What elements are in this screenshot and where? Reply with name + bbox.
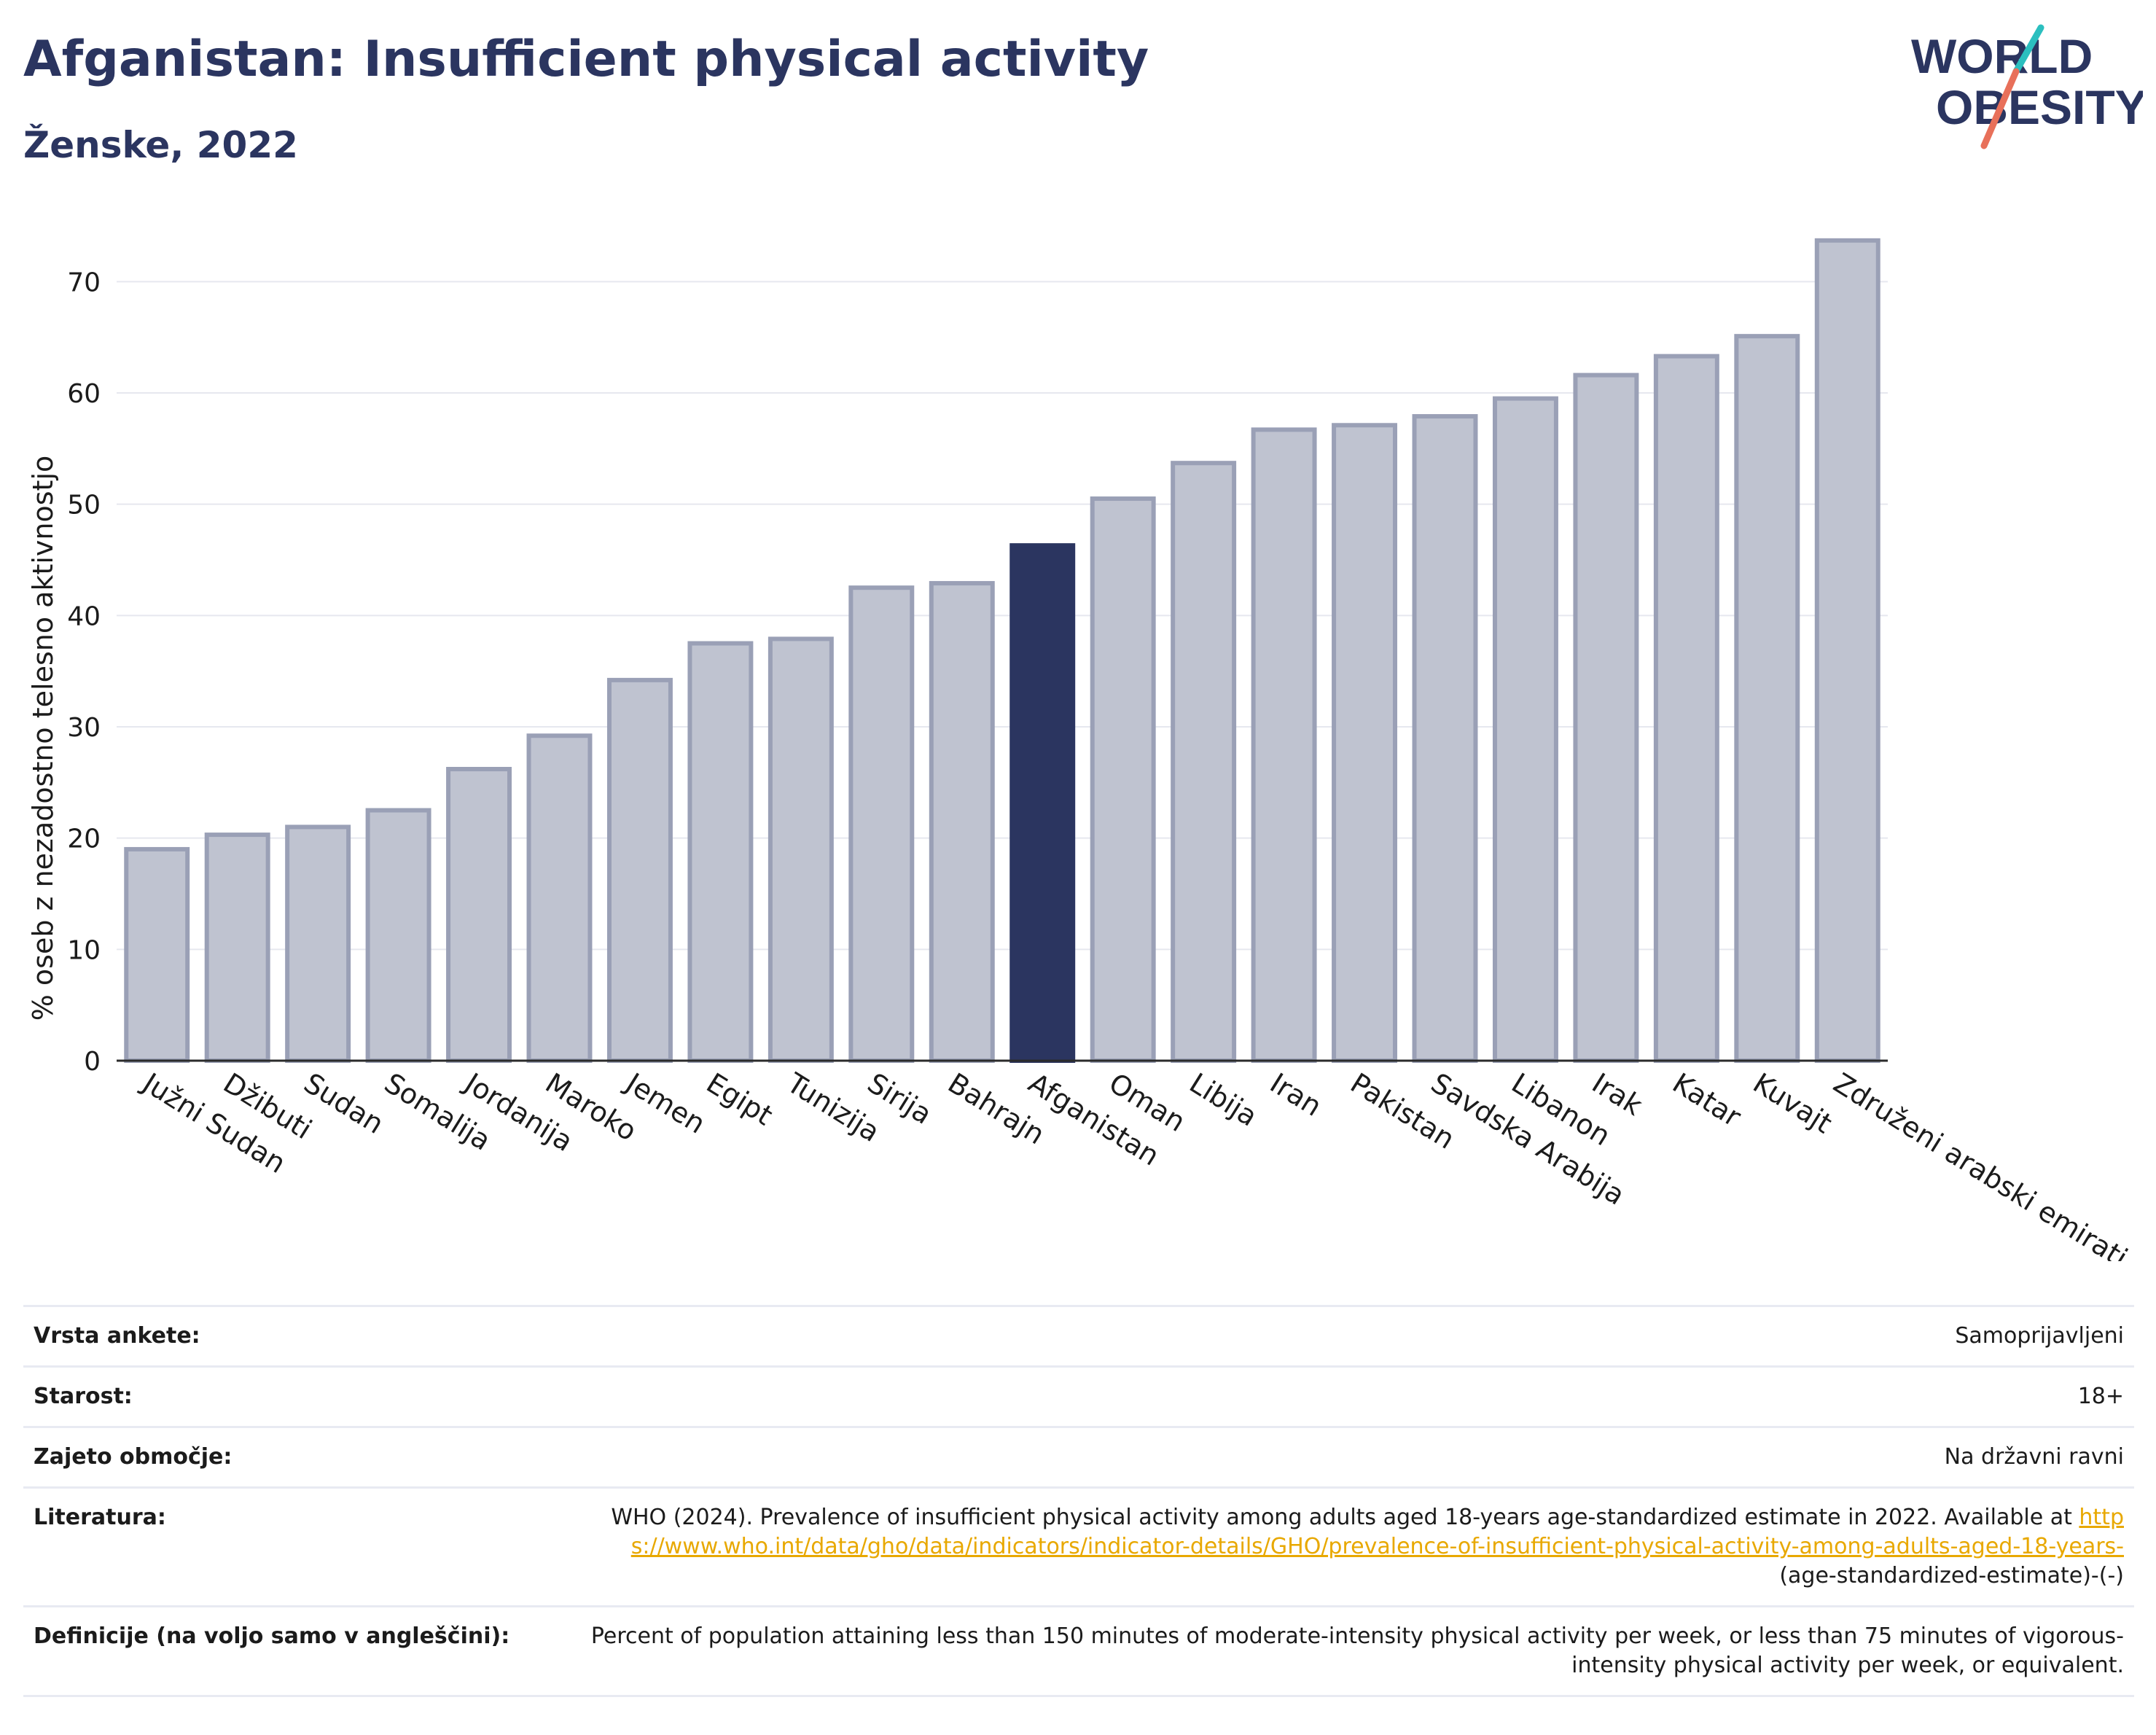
info-row-survey: Vrsta ankete: Samoprijavljeni (23, 1305, 2134, 1365)
y-tick-label: 0 (84, 1047, 101, 1077)
literature-suffix: (age-standardized-estimate)-(-) (1779, 1563, 2124, 1588)
area-label: Zajeto območje: (34, 1444, 233, 1470)
bars-layer (124, 238, 1880, 1064)
x-tick-label: Egipt (701, 1067, 778, 1131)
bar (204, 833, 270, 1063)
literature-label: Literatura: (34, 1505, 166, 1530)
logo-slash-teal (2012, 24, 2044, 75)
logo-line-1: WORLD (1911, 29, 2093, 83)
y-tick-labels: 0 10 20 30 40 50 60 70 (67, 268, 101, 1077)
bar (446, 767, 512, 1063)
definitions-value: Percent of population attaining less tha… (590, 1623, 2124, 1678)
bar (606, 677, 673, 1063)
bar (768, 636, 834, 1063)
bar (1492, 396, 1558, 1063)
logo-slash-coral (1980, 68, 2020, 149)
literature-text: WHO (2024). Prevalence of insufficient p… (611, 1505, 2072, 1530)
bar (1171, 461, 1237, 1063)
info-row-area: Zajeto območje: Na državni ravni (23, 1426, 2134, 1486)
bar (687, 641, 754, 1063)
bar (1573, 373, 1639, 1064)
page-title: Afganistan: Insufficient physical activi… (23, 31, 1149, 88)
info-table: Vrsta ankete: Samoprijavljeni Starost: 1… (23, 1305, 2134, 1697)
bar (848, 585, 915, 1063)
x-tick-label: Tunizija (781, 1067, 885, 1148)
y-tick-label: 50 (67, 491, 101, 520)
x-tick-labels: Južni SudanDžibutiSudanSomalijaJordanija… (136, 1066, 2133, 1261)
y-tick-label: 30 (67, 713, 101, 743)
bar (526, 733, 593, 1063)
bar (929, 581, 995, 1063)
info-row-literature: Literatura: WHO (2024). Prevalence of in… (23, 1486, 2134, 1605)
bar (1251, 427, 1317, 1063)
bar (124, 846, 190, 1064)
x-tick-label: Sudan (298, 1067, 389, 1140)
y-tick-label: 10 (67, 935, 101, 965)
logo-line-2: OBESITY (1936, 80, 2143, 134)
x-tick-label: Kuvajt (1748, 1067, 1838, 1139)
bar-chart: 0 10 20 30 40 50 60 70 Južni SudanDžibutiSudanS… (27, 238, 2133, 1261)
bar-highlight (1009, 543, 1076, 1063)
world-obesity-logo: WORLD OBESITY (1911, 24, 2143, 149)
y-tick-label: 40 (67, 601, 101, 631)
age-value: 18+ (2077, 1384, 2124, 1409)
bar (1734, 334, 1800, 1063)
definitions-label: Definicije (na voljo samo v angleščini): (34, 1623, 510, 1649)
bar (1412, 414, 1478, 1063)
x-tick-label: Iran (1265, 1067, 1327, 1123)
survey-label: Vrsta ankete: (34, 1323, 200, 1349)
literature-value: WHO (2024). Prevalence of insufficient p… (579, 1503, 2124, 1591)
age-label: Starost: (34, 1384, 133, 1409)
y-tick-label: 60 (67, 379, 101, 409)
page-subtitle: Ženske, 2022 (23, 124, 298, 166)
y-axis-title: % oseb z nezadostno telesno aktivnostjo (27, 456, 59, 1021)
x-tick-label: Združeni arabski emirati (1828, 1067, 2133, 1261)
literature-link[interactable]: https://www.who.int/data/gho/data/indica… (630, 1505, 2124, 1559)
bar (365, 808, 431, 1063)
bar (1814, 238, 1880, 1063)
bar (1332, 423, 1398, 1064)
info-row-definitions: Definicije (na voljo samo v angleščini):… (23, 1605, 2134, 1697)
bar (285, 824, 351, 1064)
x-tick-label: Katar (1667, 1067, 1747, 1133)
area-value: Na državni ravni (1944, 1444, 2124, 1470)
x-tick-label: Libija (1184, 1067, 1262, 1132)
info-row-age: Starost: 18+ (23, 1365, 2134, 1426)
bar (1090, 496, 1156, 1063)
bar (1653, 354, 1719, 1063)
y-tick-label: 70 (67, 268, 101, 297)
survey-value: Samoprijavljeni (1955, 1323, 2124, 1349)
y-tick-label: 20 (67, 824, 101, 854)
